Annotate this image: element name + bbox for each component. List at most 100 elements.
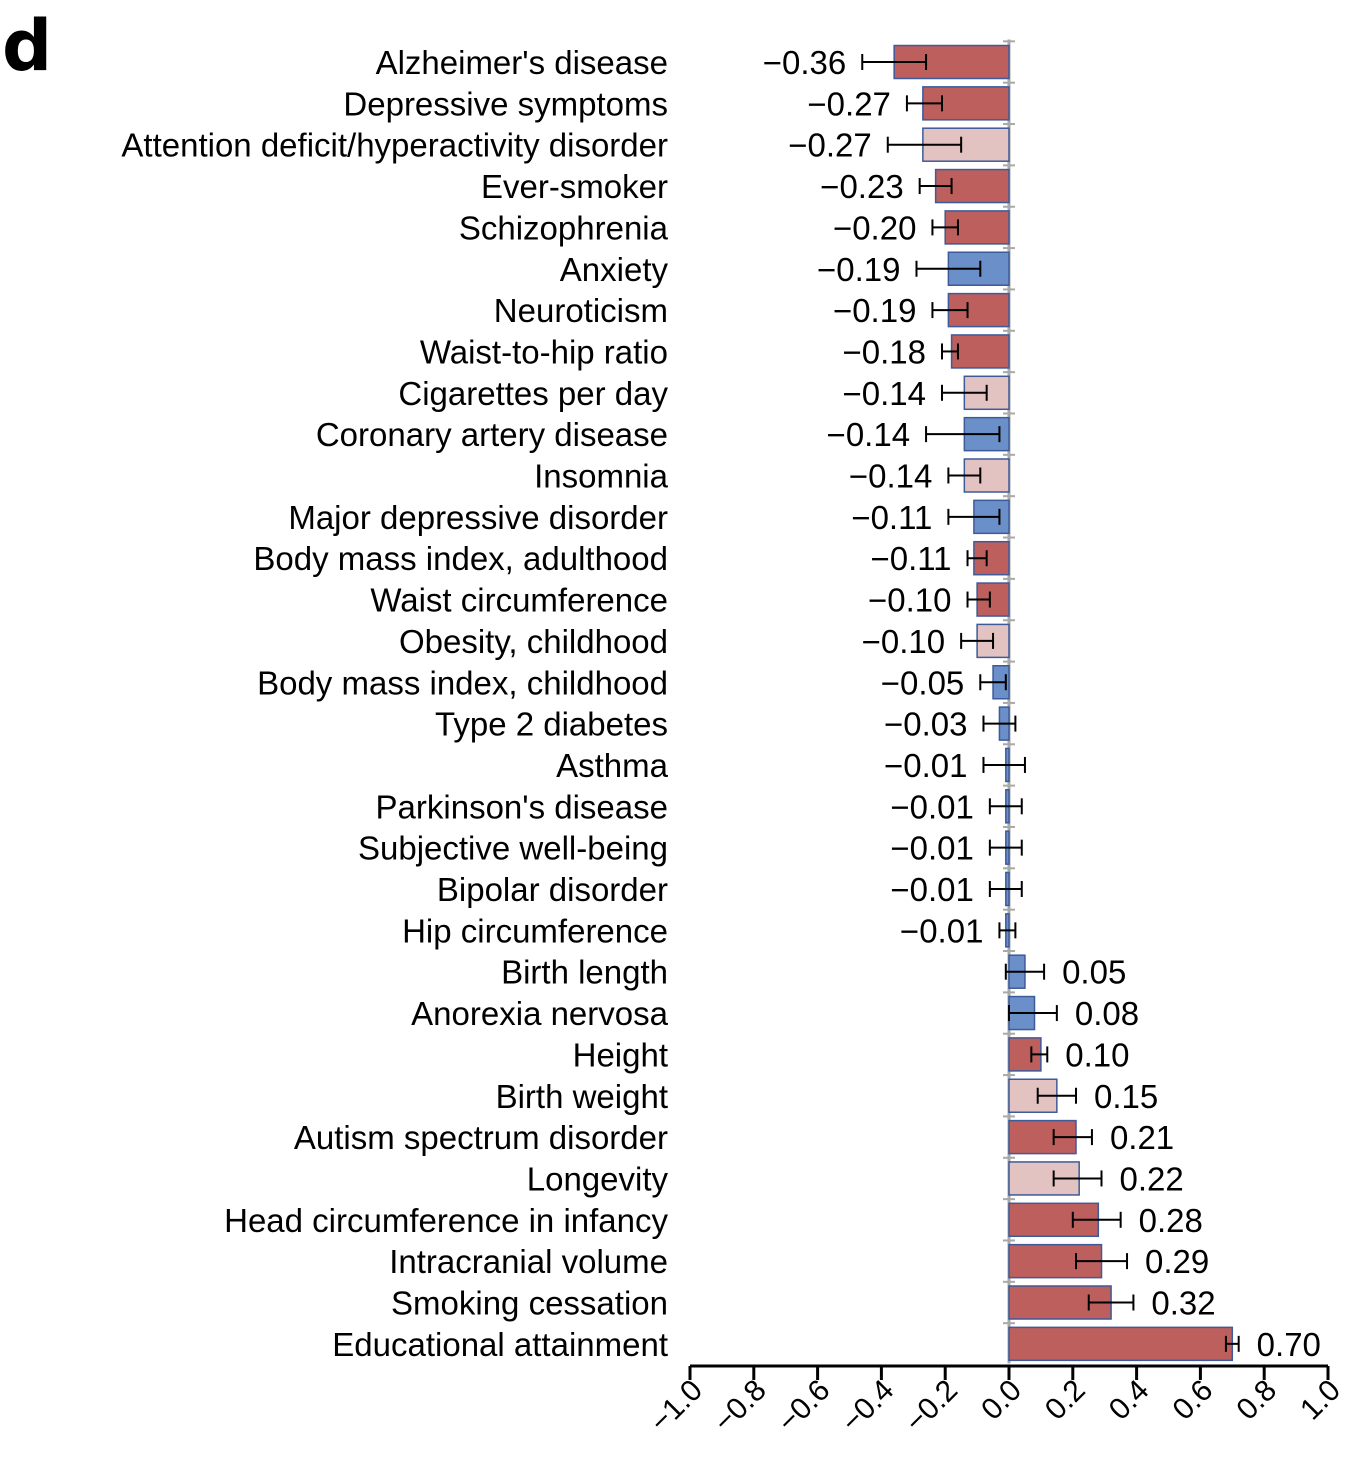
- bar: [944, 210, 1010, 245]
- error-bar: [925, 426, 1001, 443]
- value-label: −0.19: [817, 251, 901, 288]
- value-label: −0.11: [870, 540, 951, 577]
- category-label: Attention deficit/hyperactivity disorder: [121, 127, 668, 164]
- value-label: −0.01: [890, 830, 974, 867]
- error-bar: [947, 467, 982, 484]
- x-tick-label: −0.4: [835, 1374, 900, 1439]
- category-label: Anxiety: [560, 251, 669, 288]
- category-label: Head circumference in infancy: [224, 1202, 668, 1239]
- error-bar: [988, 839, 1023, 856]
- bar: [950, 334, 1010, 369]
- error-bar: [905, 95, 944, 112]
- value-label: −0.03: [884, 706, 968, 743]
- value-label: −0.10: [868, 582, 952, 619]
- category-label: Educational attainment: [332, 1326, 668, 1363]
- value-label: −0.20: [833, 209, 917, 246]
- error-bar: [1074, 1253, 1129, 1270]
- category-label: Anorexia nervosa: [411, 995, 668, 1032]
- value-label: 0.08: [1075, 995, 1139, 1032]
- x-tick-label: 0.6: [1167, 1374, 1220, 1427]
- category-label: Major depressive disorder: [288, 499, 668, 536]
- category-label: Autism spectrum disorder: [294, 1119, 668, 1156]
- x-tick-label: 0.2: [1039, 1374, 1092, 1427]
- value-label: −0.14: [827, 416, 911, 453]
- value-label: −0.01: [890, 871, 974, 908]
- error-bar: [1036, 1087, 1077, 1104]
- x-tick-label: 0.0: [975, 1374, 1028, 1427]
- error-bar: [1052, 1129, 1093, 1146]
- value-label: −0.11: [851, 499, 932, 536]
- x-tick-label: 0.4: [1103, 1374, 1156, 1427]
- error-bar: [1071, 1211, 1122, 1228]
- bars-layer: [861, 39, 1240, 1364]
- error-bar: [931, 219, 959, 236]
- category-label: Neuroticism: [494, 292, 668, 329]
- value-label: −0.14: [849, 458, 933, 495]
- error-bar: [982, 756, 1026, 773]
- error-bar: [1052, 1170, 1103, 1187]
- category-label: Bipolar disorder: [437, 871, 668, 908]
- value-label: 0.10: [1065, 1036, 1129, 1073]
- category-label: Asthma: [556, 747, 669, 784]
- panel-letter: d: [2, 5, 52, 87]
- error-bar: [931, 302, 969, 319]
- x-tick-label: −0.8: [708, 1374, 773, 1439]
- category-label: Smoking cessation: [391, 1285, 668, 1322]
- category-label: Birth weight: [496, 1078, 668, 1115]
- value-label: −0.01: [884, 747, 968, 784]
- value-label: −0.27: [807, 85, 891, 122]
- category-label: Ever-smoker: [481, 168, 668, 205]
- value-label: −0.01: [890, 788, 974, 825]
- error-bar: [1004, 963, 1046, 980]
- value-label: 0.32: [1151, 1285, 1215, 1322]
- x-tick-label: 0.8: [1230, 1374, 1283, 1427]
- category-label: Depressive symptoms: [343, 85, 668, 122]
- error-bar: [947, 508, 1001, 525]
- error-bar: [1224, 1335, 1240, 1352]
- category-label: Waist circumference: [370, 582, 668, 619]
- value-label: 0.05: [1062, 954, 1126, 991]
- x-tick-label: −0.2: [899, 1374, 964, 1439]
- error-bar: [966, 591, 991, 608]
- value-label: −0.10: [862, 623, 946, 660]
- error-bar: [915, 260, 982, 277]
- x-tick-label: −1.0: [644, 1374, 709, 1439]
- value-label: −0.01: [900, 912, 984, 949]
- value-label: 0.21: [1110, 1119, 1174, 1156]
- value-label: 0.70: [1257, 1326, 1321, 1363]
- x-tick-label: −0.6: [771, 1374, 836, 1439]
- category-label: Intracranial volume: [389, 1243, 668, 1280]
- error-bar: [941, 343, 959, 360]
- category-label: Body mass index, adulthood: [253, 540, 668, 577]
- category-label: Cigarettes per day: [398, 375, 668, 412]
- bar: [1008, 1326, 1234, 1362]
- error-bar: [982, 715, 1017, 732]
- category-label: Body mass index, childhood: [257, 664, 668, 701]
- category-label: Obesity, childhood: [399, 623, 668, 660]
- value-label: −0.05: [881, 664, 965, 701]
- value-label: 0.15: [1094, 1078, 1158, 1115]
- category-label: Schizophrenia: [459, 209, 669, 246]
- labels-layer: Alzheimer's disease −0.36 Depressive sympt…: [121, 44, 1321, 1363]
- value-label: −0.19: [833, 292, 917, 329]
- error-bar: [918, 178, 953, 195]
- value-label: −0.14: [843, 375, 927, 412]
- error-bar: [988, 881, 1023, 897]
- category-label: Subjective well-being: [358, 830, 668, 867]
- value-label: −0.27: [788, 127, 872, 164]
- category-label: Insomnia: [534, 458, 669, 495]
- error-bar: [1030, 1046, 1049, 1063]
- category-label: Birth length: [501, 954, 668, 991]
- category-label: Longevity: [527, 1160, 669, 1197]
- error-bar: [966, 550, 988, 567]
- error-bar: [979, 674, 1007, 691]
- value-label: 0.28: [1139, 1202, 1203, 1239]
- category-label: Alzheimer's disease: [376, 44, 668, 81]
- error-bar: [941, 384, 988, 401]
- error-bar: [1008, 1005, 1058, 1022]
- category-label: Waist-to-hip ratio: [420, 333, 668, 370]
- error-bar: [886, 136, 963, 153]
- category-label: Coronary artery disease: [316, 416, 668, 453]
- x-axis: −1.0−0.8−0.6−0.4−0.2 0.0 0.2 0.4 0.6 0.8 1.0: [644, 1364, 1347, 1439]
